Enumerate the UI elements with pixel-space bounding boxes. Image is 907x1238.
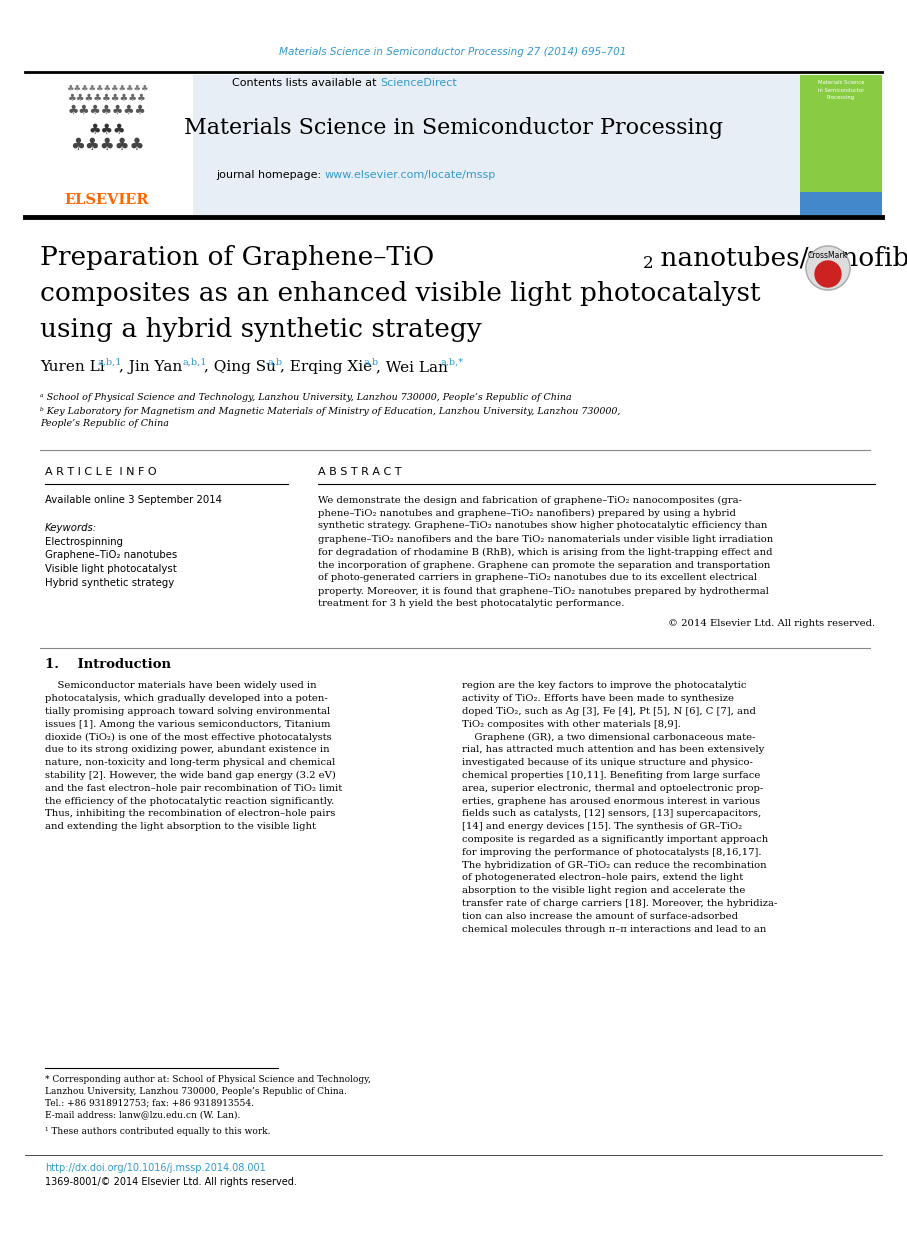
Text: the efficiency of the photocatalytic reaction significantly.: the efficiency of the photocatalytic rea… xyxy=(45,797,335,806)
Text: composite is regarded as a significantly important approach: composite is regarded as a significantly… xyxy=(462,836,768,844)
Text: a,b: a,b xyxy=(268,358,283,366)
Text: synthetic strategy. Graphene–TiO₂ nanotubes show higher photocatalytic efficienc: synthetic strategy. Graphene–TiO₂ nanotu… xyxy=(318,521,767,531)
Text: a,b: a,b xyxy=(364,358,378,366)
Text: treatment for 3 h yield the best photocatalytic performance.: treatment for 3 h yield the best photoca… xyxy=(318,599,624,609)
Text: of photo-generated carriers in graphene–TiO₂ nanotubes due to its excellent elec: of photo-generated carriers in graphene–… xyxy=(318,573,757,583)
Circle shape xyxy=(806,246,850,290)
Text: Lanzhou University, Lanzhou 730000, People’s Republic of China.: Lanzhou University, Lanzhou 730000, Peop… xyxy=(45,1087,346,1096)
Text: stability [2]. However, the wide band gap energy (3.2 eV): stability [2]. However, the wide band ga… xyxy=(45,771,336,780)
Text: ᵃ School of Physical Science and Technology, Lanzhou University, Lanzhou 730000,: ᵃ School of Physical Science and Technol… xyxy=(40,392,571,401)
Text: region are the key factors to improve the photocatalytic: region are the key factors to improve th… xyxy=(462,681,746,691)
Bar xyxy=(25,76,882,215)
Text: the incorporation of graphene. Graphene can promote the separation and transport: the incorporation of graphene. Graphene … xyxy=(318,561,770,569)
Text: chemical molecules through π–π interactions and lead to an: chemical molecules through π–π interacti… xyxy=(462,925,766,933)
Text: www.elsevier.com/locate/mssp: www.elsevier.com/locate/mssp xyxy=(325,170,496,180)
Text: Materials Science
in Semiconductor
Processing: Materials Science in Semiconductor Proce… xyxy=(818,80,864,99)
Text: , Jin Yan: , Jin Yan xyxy=(119,360,181,374)
Text: a,b,1: a,b,1 xyxy=(98,358,122,366)
Text: Visible light photocatalyst: Visible light photocatalyst xyxy=(45,565,177,574)
Text: tially promising approach toward solving environmental: tially promising approach toward solving… xyxy=(45,707,330,716)
Text: Electrospinning: Electrospinning xyxy=(45,537,123,547)
Text: for improving the performance of photocatalysts [8,16,17].: for improving the performance of photoca… xyxy=(462,848,762,857)
Text: for degradation of rhodamine B (RhB), which is arising from the light-trapping e: for degradation of rhodamine B (RhB), wh… xyxy=(318,547,773,557)
Text: Thus, inhibiting the recombination of electron–hole pairs: Thus, inhibiting the recombination of el… xyxy=(45,810,336,818)
Text: TiO₂ composites with other materials [8,9].: TiO₂ composites with other materials [8,… xyxy=(462,721,681,729)
Circle shape xyxy=(815,261,841,287)
Text: The hybridization of GR–TiO₂ can reduce the recombination: The hybridization of GR–TiO₂ can reduce … xyxy=(462,860,766,870)
Text: Semiconductor materials have been widely used in: Semiconductor materials have been widely… xyxy=(45,681,317,691)
Text: nanotubes/nanofibers: nanotubes/nanofibers xyxy=(652,245,907,270)
Text: ♣♣♣: ♣♣♣ xyxy=(88,123,126,137)
Text: ELSEVIER: ELSEVIER xyxy=(64,193,150,207)
Bar xyxy=(25,76,193,215)
Text: ♣♣♣♣♣♣♣♣♣♣♣: ♣♣♣♣♣♣♣♣♣♣♣ xyxy=(65,83,148,93)
Text: absorption to the visible light region and accelerate the: absorption to the visible light region a… xyxy=(462,886,746,895)
Text: , Wei Lan: , Wei Lan xyxy=(376,360,448,374)
Text: People’s Republic of China: People’s Republic of China xyxy=(40,420,169,428)
Text: ♣♣♣♣♣♣♣♣♣: ♣♣♣♣♣♣♣♣♣ xyxy=(68,93,146,103)
Text: activity of TiO₂. Efforts have been made to synthesize: activity of TiO₂. Efforts have been made… xyxy=(462,695,734,703)
Text: a,b,*: a,b,* xyxy=(440,358,463,366)
Text: Materials Science in Semiconductor Processing 27 (2014) 695–701: Materials Science in Semiconductor Proce… xyxy=(279,47,627,57)
Text: photocatalysis, which gradually developed into a poten-: photocatalysis, which gradually develope… xyxy=(45,695,327,703)
Text: Graphene–TiO₂ nanotubes: Graphene–TiO₂ nanotubes xyxy=(45,551,177,561)
Text: We demonstrate the design and fabrication of graphene–TiO₂ nanocomposites (gra-: We demonstrate the design and fabricatio… xyxy=(318,495,742,505)
Text: a,b,1: a,b,1 xyxy=(182,358,207,366)
Text: transfer rate of charge carriers [18]. Moreover, the hybridiza-: transfer rate of charge carriers [18]. M… xyxy=(462,899,777,909)
Text: [14] and energy devices [15]. The synthesis of GR–TiO₂: [14] and energy devices [15]. The synthe… xyxy=(462,822,742,831)
Text: graphene–TiO₂ nanofibers and the bare TiO₂ nanomaterials under visible light irr: graphene–TiO₂ nanofibers and the bare Ti… xyxy=(318,535,774,543)
Text: tion can also increase the amount of surface-adsorbed: tion can also increase the amount of sur… xyxy=(462,912,738,921)
Text: 1.    Introduction: 1. Introduction xyxy=(45,659,171,671)
Text: A B S T R A C T: A B S T R A C T xyxy=(318,467,402,477)
Text: ♣♣♣♣♣♣♣: ♣♣♣♣♣♣♣ xyxy=(68,104,146,116)
Text: and extending the light absorption to the visible light: and extending the light absorption to th… xyxy=(45,822,316,831)
Text: phene–TiO₂ nanotubes and graphene–TiO₂ nanofibers) prepared by using a hybrid: phene–TiO₂ nanotubes and graphene–TiO₂ n… xyxy=(318,509,736,517)
Text: * Corresponding author at: School of Physical Science and Technology,: * Corresponding author at: School of Phy… xyxy=(45,1076,371,1084)
Text: rial, has attracted much attention and has been extensively: rial, has attracted much attention and h… xyxy=(462,745,765,754)
Text: dioxide (TiO₂) is one of the most effective photocatalysts: dioxide (TiO₂) is one of the most effect… xyxy=(45,733,332,742)
Text: nature, non-toxicity and long-term physical and chemical: nature, non-toxicity and long-term physi… xyxy=(45,759,336,768)
Text: A R T I C L E  I N F O: A R T I C L E I N F O xyxy=(45,467,157,477)
Text: of photogenerated electron–hole pairs, extend the light: of photogenerated electron–hole pairs, e… xyxy=(462,874,743,883)
Text: http://dx.doi.org/10.1016/j.mssp.2014.08.001: http://dx.doi.org/10.1016/j.mssp.2014.08… xyxy=(45,1162,266,1172)
Text: journal homepage:: journal homepage: xyxy=(217,170,325,180)
Text: Keywords:: Keywords: xyxy=(45,522,97,534)
Text: E-mail address: lanw@lzu.edu.cn (W. Lan).: E-mail address: lanw@lzu.edu.cn (W. Lan)… xyxy=(45,1110,240,1119)
Text: © 2014 Elsevier Ltd. All rights reserved.: © 2014 Elsevier Ltd. All rights reserved… xyxy=(668,619,875,628)
Bar xyxy=(800,76,882,215)
Text: property. Moreover, it is found that graphene–TiO₂ nanotubes prepared by hydroth: property. Moreover, it is found that gra… xyxy=(318,587,769,595)
Text: doped TiO₂, such as Ag [3], Fe [4], Pt [5], N [6], C [7], and: doped TiO₂, such as Ag [3], Fe [4], Pt [… xyxy=(462,707,756,716)
Text: Preparation of Graphene–TiO: Preparation of Graphene–TiO xyxy=(40,245,434,270)
Text: Graphene (GR), a two dimensional carbonaceous mate-: Graphene (GR), a two dimensional carbona… xyxy=(462,733,756,742)
Text: investigated because of its unique structure and physico-: investigated because of its unique struc… xyxy=(462,759,753,768)
Text: Hybrid synthetic strategy: Hybrid synthetic strategy xyxy=(45,577,174,588)
Text: erties, graphene has aroused enormous interest in various: erties, graphene has aroused enormous in… xyxy=(462,797,760,806)
Text: due to its strong oxidizing power, abundant existence in: due to its strong oxidizing power, abund… xyxy=(45,745,329,754)
Text: composites as an enhanced visible light photocatalyst: composites as an enhanced visible light … xyxy=(40,281,760,307)
Text: using a hybrid synthetic strategy: using a hybrid synthetic strategy xyxy=(40,317,482,343)
Text: Materials Science in Semiconductor Processing: Materials Science in Semiconductor Proce… xyxy=(183,118,723,139)
Text: chemical properties [10,11]. Benefiting from large surface: chemical properties [10,11]. Benefiting … xyxy=(462,771,760,780)
Text: CrossMark: CrossMark xyxy=(808,250,848,260)
Text: 1369-8001/© 2014 Elsevier Ltd. All rights reserved.: 1369-8001/© 2014 Elsevier Ltd. All right… xyxy=(45,1177,297,1187)
Text: Contents lists available at: Contents lists available at xyxy=(232,78,380,88)
Text: Available online 3 September 2014: Available online 3 September 2014 xyxy=(45,495,222,505)
Text: ¹ These authors contributed equally to this work.: ¹ These authors contributed equally to t… xyxy=(45,1128,270,1136)
Text: Yuren Li: Yuren Li xyxy=(40,360,104,374)
Text: area, superior electronic, thermal and optoelectronic prop-: area, superior electronic, thermal and o… xyxy=(462,784,764,792)
Text: and the fast electron–hole pair recombination of TiO₂ limit: and the fast electron–hole pair recombin… xyxy=(45,784,342,792)
Text: ScienceDirect: ScienceDirect xyxy=(380,78,457,88)
Text: Tel.: +86 9318912753; fax: +86 9318913554.: Tel.: +86 9318912753; fax: +86 931891355… xyxy=(45,1098,254,1108)
Bar xyxy=(800,76,882,192)
Text: ♣♣♣♣♣: ♣♣♣♣♣ xyxy=(70,136,144,154)
Text: fields such as catalysts, [12] sensors, [13] supercapacitors,: fields such as catalysts, [12] sensors, … xyxy=(462,810,761,818)
Text: , Erqing Xie: , Erqing Xie xyxy=(280,360,373,374)
Text: 2: 2 xyxy=(643,255,654,271)
Text: , Qing Su: , Qing Su xyxy=(203,360,276,374)
Text: ᵇ Key Laboratory for Magnetism and Magnetic Materials of Ministry of Education, : ᵇ Key Laboratory for Magnetism and Magne… xyxy=(40,406,620,416)
Text: issues [1]. Among the various semiconductors, Titanium: issues [1]. Among the various semiconduc… xyxy=(45,721,330,729)
